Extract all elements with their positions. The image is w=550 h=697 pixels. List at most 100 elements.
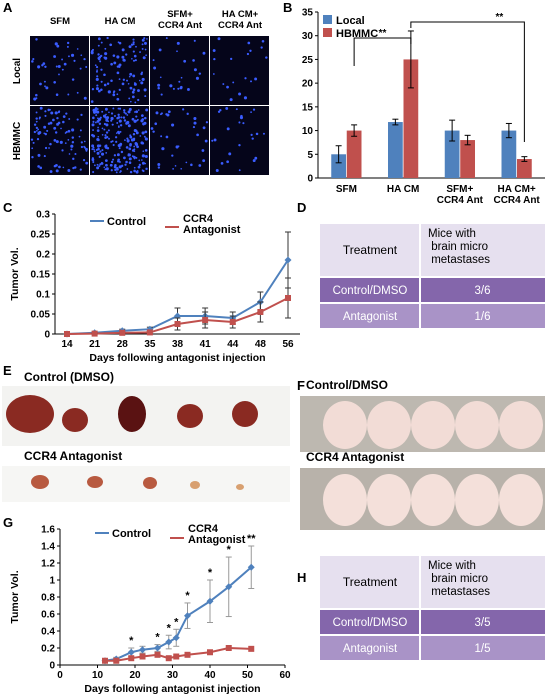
nucleus	[106, 147, 110, 150]
nucleus	[107, 129, 110, 132]
mouse	[323, 401, 367, 449]
marker	[229, 319, 236, 325]
nucleus	[105, 144, 108, 147]
nucleus	[58, 73, 60, 76]
nucleus	[238, 169, 241, 172]
nucleus	[246, 52, 250, 56]
nucleus	[129, 170, 133, 174]
nucleus	[96, 166, 100, 170]
table-cell: Control/DMSO	[333, 285, 408, 297]
nucleus	[63, 62, 67, 66]
nucleus	[62, 115, 66, 118]
nucleus	[160, 93, 163, 96]
nucleus	[54, 42, 58, 46]
mouse	[323, 474, 367, 526]
nucleus	[101, 149, 104, 152]
nucleus	[226, 127, 230, 131]
nucleus	[182, 108, 185, 111]
nucleus	[217, 110, 221, 113]
nucleus	[120, 150, 124, 154]
nucleus	[145, 137, 147, 139]
nucleus	[252, 159, 256, 163]
nucleus	[119, 170, 122, 173]
x-axis-label: Days following antagonist injection	[89, 352, 265, 364]
marker	[174, 321, 181, 327]
marker	[146, 329, 153, 336]
x-tick-label: 14	[61, 339, 73, 350]
nucleus	[37, 128, 40, 131]
marker	[64, 331, 70, 337]
marker	[139, 653, 146, 660]
bracket	[353, 37, 412, 66]
tumor	[118, 396, 146, 432]
nucleus	[111, 123, 114, 126]
nucleus	[96, 129, 100, 132]
table-header-cell: Treatment	[343, 575, 398, 589]
nucleus	[85, 65, 88, 68]
nucleus	[192, 59, 195, 62]
nucleus	[74, 152, 77, 156]
nucleus	[254, 77, 258, 81]
x-tick-label: SFM	[336, 184, 357, 195]
bar	[331, 154, 347, 178]
nucleus	[123, 157, 126, 160]
y-tick-label: 1.6	[41, 525, 55, 536]
tumor	[143, 477, 157, 489]
nucleus	[109, 163, 113, 167]
nucleus	[133, 145, 136, 148]
x-tick-label: HA CM	[387, 184, 419, 195]
nucleus	[134, 101, 137, 104]
nucleus	[76, 91, 79, 94]
legend-swatch	[323, 15, 332, 24]
nucleus	[133, 157, 136, 160]
nucleus	[38, 116, 41, 119]
nucleus	[215, 169, 219, 173]
nucleus	[35, 97, 38, 100]
nucleus	[193, 121, 197, 125]
table-row	[320, 610, 545, 634]
bar	[516, 159, 532, 178]
nucleus	[67, 168, 71, 172]
nucleus	[247, 41, 251, 45]
x-tick-label: 35	[144, 339, 156, 350]
nucleus	[116, 168, 119, 171]
table-header	[320, 556, 545, 608]
marker	[154, 644, 161, 652]
nucleus	[121, 48, 125, 52]
nucleus	[142, 150, 145, 153]
nucleus	[79, 168, 82, 171]
nucleus	[141, 131, 145, 135]
nucleus	[91, 144, 95, 148]
nucleus	[123, 119, 127, 122]
nucleus	[160, 135, 163, 138]
nucleus	[117, 41, 120, 44]
tumor	[177, 404, 203, 428]
bar	[444, 130, 460, 178]
table-cell: 1/6	[475, 311, 491, 323]
nucleus	[83, 145, 86, 148]
photo-label: CCR4 Antagonist	[306, 450, 404, 464]
nucleus	[135, 45, 137, 48]
nucleus	[53, 80, 56, 84]
nucleus	[54, 111, 58, 115]
nucleus	[165, 37, 168, 40]
nucleus	[260, 46, 263, 49]
marker	[91, 330, 98, 337]
nucleus	[112, 158, 115, 161]
nucleus	[115, 140, 118, 143]
nucleus	[137, 165, 141, 169]
nucleus	[157, 87, 160, 90]
tumor	[190, 481, 200, 489]
nucleus	[111, 140, 114, 143]
x-tick-label: 30	[167, 670, 179, 681]
marker	[247, 563, 255, 571]
nucleus	[116, 55, 120, 59]
nucleus	[101, 127, 104, 130]
nucleus	[53, 164, 57, 168]
nucleus	[105, 123, 109, 127]
marker	[113, 657, 120, 664]
table-header-cell: Mice with brain micro metastases	[428, 560, 490, 598]
nucleus	[112, 107, 115, 110]
nucleus	[49, 121, 53, 125]
